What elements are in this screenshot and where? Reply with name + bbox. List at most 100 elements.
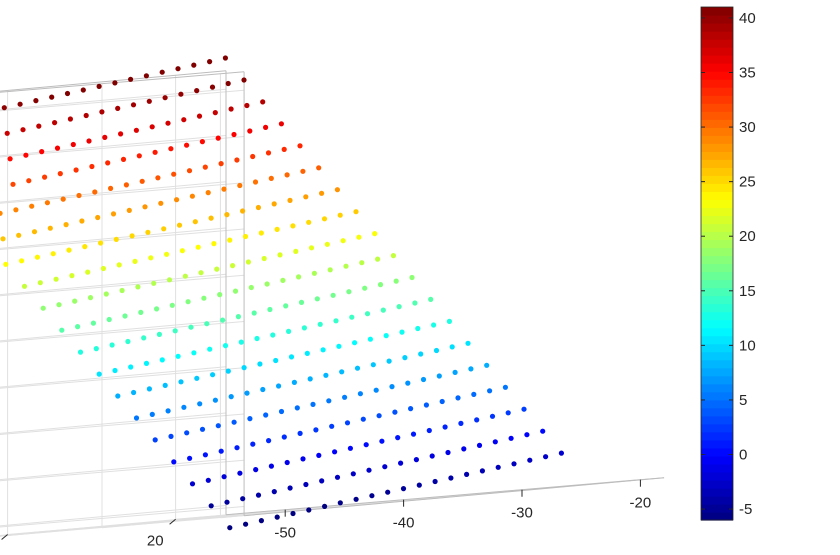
data-point xyxy=(19,258,25,264)
data-point xyxy=(221,474,227,480)
grid-line xyxy=(0,320,245,343)
colorbar-band xyxy=(701,103,733,112)
data-point xyxy=(479,468,485,474)
data-point xyxy=(40,305,46,311)
data-point xyxy=(152,437,158,443)
colorbar-band xyxy=(701,431,733,441)
data-point xyxy=(222,55,228,61)
data-point xyxy=(255,204,261,211)
data-point xyxy=(184,142,190,148)
data-point xyxy=(16,232,22,238)
data-point xyxy=(310,401,316,407)
data-point xyxy=(278,408,285,415)
data-point xyxy=(56,302,62,308)
data-point xyxy=(118,131,124,137)
x-tick-mark xyxy=(1,534,8,540)
data-point xyxy=(194,88,200,94)
data-point xyxy=(60,196,66,202)
data-point xyxy=(314,296,320,302)
data-point xyxy=(290,223,296,229)
data-point xyxy=(207,59,213,65)
data-point xyxy=(360,416,366,422)
data-point xyxy=(202,452,208,458)
data-point xyxy=(487,388,493,394)
data-point xyxy=(336,343,342,349)
y-tick-label: -40 xyxy=(393,515,415,532)
data-point xyxy=(319,190,325,196)
data-point xyxy=(112,80,118,86)
data-point xyxy=(234,445,240,451)
data-point xyxy=(168,146,174,152)
data-point xyxy=(126,207,132,213)
data-point xyxy=(181,404,187,410)
data-point xyxy=(105,160,111,166)
data-point xyxy=(327,267,333,273)
data-point xyxy=(49,94,55,100)
colorbar-band xyxy=(701,127,733,136)
data-point xyxy=(313,427,319,433)
data-point xyxy=(402,355,408,361)
data-point xyxy=(128,76,134,82)
data-point xyxy=(189,481,196,487)
data-point xyxy=(412,300,418,306)
data-point xyxy=(505,410,511,416)
data-point xyxy=(171,171,177,177)
data-point xyxy=(100,265,106,272)
colorbar-band xyxy=(701,295,733,305)
colorbar-tick-label: 15 xyxy=(739,283,756,300)
data-point xyxy=(162,95,168,101)
data-point xyxy=(367,336,373,342)
data-point xyxy=(276,383,282,389)
data-point xyxy=(359,260,365,266)
data-point xyxy=(380,307,386,313)
data-point xyxy=(69,273,75,279)
data-point xyxy=(385,489,391,495)
data-point xyxy=(42,174,48,180)
data-point xyxy=(442,424,448,430)
colorbar-band xyxy=(701,199,733,208)
data-point xyxy=(316,165,322,171)
colorbar-band xyxy=(701,135,733,144)
data-point xyxy=(243,521,249,527)
colorbar-band xyxy=(701,71,733,80)
data-point xyxy=(244,390,250,396)
data-point xyxy=(33,98,39,104)
data-point xyxy=(63,222,69,228)
data-point xyxy=(1,105,7,111)
data-point xyxy=(245,259,251,265)
data-point xyxy=(54,145,61,151)
data-point xyxy=(333,318,339,324)
data-point xyxy=(66,247,72,253)
data-point xyxy=(324,241,330,247)
data-point xyxy=(340,238,346,244)
data-point xyxy=(31,229,38,235)
data-point xyxy=(492,439,498,445)
data-point xyxy=(196,113,203,119)
data-point xyxy=(271,201,277,207)
colorbar-band xyxy=(701,495,733,505)
data-point xyxy=(119,287,125,294)
data-point xyxy=(209,84,216,90)
data-point xyxy=(221,186,227,192)
data-point xyxy=(80,87,86,93)
data-point xyxy=(67,116,73,122)
data-point xyxy=(198,270,204,276)
grid-line xyxy=(0,319,227,342)
data-point xyxy=(277,252,283,258)
data-point xyxy=(182,273,188,279)
colorbar-band xyxy=(701,399,733,409)
data-point xyxy=(383,333,389,339)
data-point xyxy=(215,135,221,141)
data-point xyxy=(288,354,295,360)
data-point xyxy=(99,109,105,115)
data-point xyxy=(317,321,323,327)
colorbar-tick-label: 40 xyxy=(739,10,756,27)
data-point xyxy=(37,280,43,286)
data-point xyxy=(396,304,402,310)
colorbar-tick-label: 30 xyxy=(739,119,756,136)
data-point xyxy=(75,324,81,330)
colorbar-band xyxy=(701,335,733,345)
data-point xyxy=(192,219,198,225)
data-point xyxy=(20,127,26,133)
data-point xyxy=(98,240,104,246)
